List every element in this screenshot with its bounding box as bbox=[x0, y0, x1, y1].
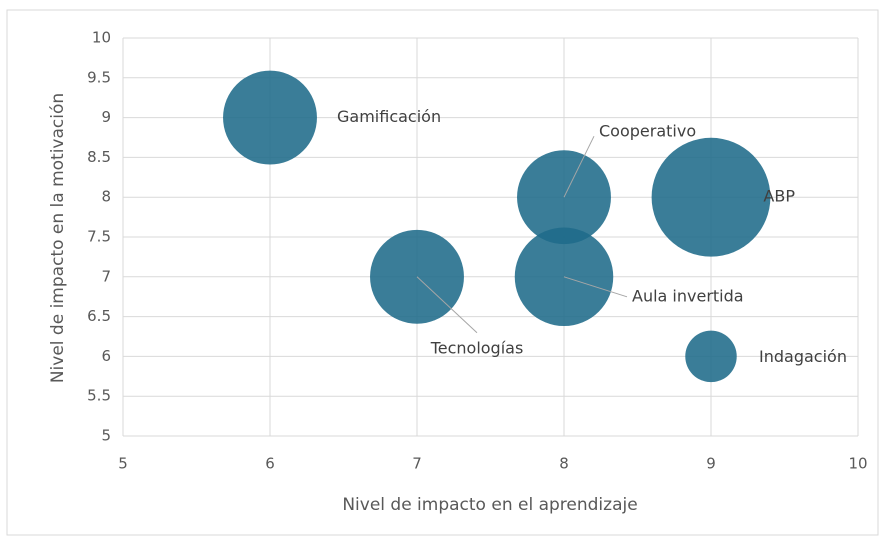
x-tick-label: 8 bbox=[559, 455, 569, 473]
data-label: Indagación bbox=[759, 347, 847, 366]
y-axis-title: Nivel de impacto en la motivación bbox=[48, 93, 68, 383]
chart-frame bbox=[6, 9, 879, 536]
data-label: Cooperativo bbox=[599, 122, 696, 141]
x-tick-label: 10 bbox=[848, 455, 867, 473]
x-axis-title: Nivel de impacto en el aprendizaje bbox=[342, 495, 637, 515]
data-label: Gamificación bbox=[337, 107, 441, 126]
y-tick-label: 7.5 bbox=[87, 228, 111, 246]
y-tick-label: 5.5 bbox=[87, 387, 111, 405]
bubble bbox=[685, 330, 737, 383]
y-tick-label: 8 bbox=[101, 188, 111, 206]
data-label: Aula invertida bbox=[632, 286, 744, 305]
bubble bbox=[223, 70, 317, 165]
x-tick-label: 5 bbox=[118, 455, 128, 473]
y-tick-label: 7 bbox=[101, 267, 111, 285]
y-tick-label: 6.5 bbox=[87, 307, 111, 325]
x-tick-label: 7 bbox=[412, 455, 422, 473]
x-tick-label: 6 bbox=[265, 455, 275, 473]
x-tick-label: 9 bbox=[706, 455, 716, 473]
y-tick-label: 9.5 bbox=[87, 68, 111, 86]
y-tick-label: 5 bbox=[101, 427, 111, 445]
leader-line bbox=[563, 276, 628, 298]
data-label: ABP bbox=[763, 187, 795, 206]
bubble bbox=[651, 137, 771, 257]
data-label: Tecnologías bbox=[430, 338, 524, 357]
y-tick-label: 8.5 bbox=[87, 148, 111, 166]
leader-line bbox=[563, 135, 595, 198]
y-tick-label: 10 bbox=[92, 29, 111, 47]
y-tick-label: 6 bbox=[101, 347, 111, 365]
y-tick-label: 9 bbox=[101, 108, 111, 126]
leader-line bbox=[416, 276, 478, 334]
